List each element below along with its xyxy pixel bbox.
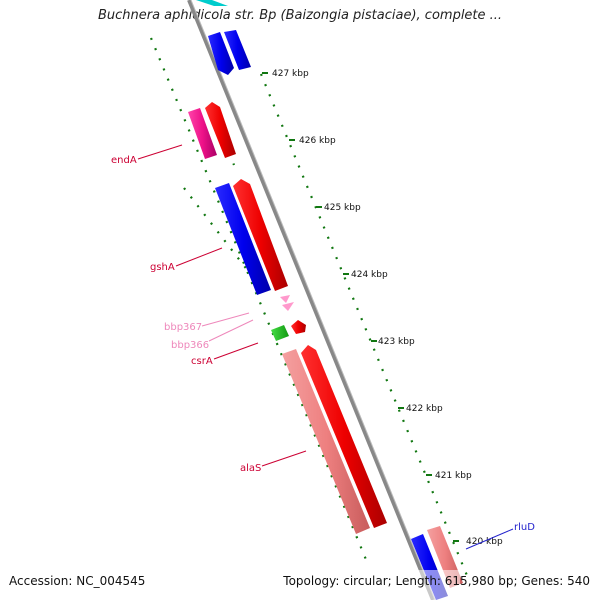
gene-red-alaS-pair bbox=[301, 345, 387, 528]
selection-overlay bbox=[400, 570, 460, 600]
gene-labels: endA gshA bbp367 bbp366 csrA alaS rluD bbox=[111, 144, 535, 550]
gene-top-blue-1 bbox=[208, 32, 234, 75]
gene-red-small bbox=[291, 320, 306, 334]
label-bbp367: bbp367 bbox=[164, 322, 202, 333]
tick-label-421: 421 kbp bbox=[435, 471, 472, 481]
label-gshA: gshA bbox=[150, 262, 175, 273]
gene-endA bbox=[188, 108, 217, 159]
backbone-highlight bbox=[190, 0, 436, 600]
tick-label-425: 425 kbp bbox=[324, 203, 361, 213]
tick-label-420: 420 kbp bbox=[466, 537, 503, 547]
gene-gshA bbox=[215, 183, 271, 295]
label-csrA: csrA bbox=[191, 356, 213, 367]
coordinate-ticks: 427 kbp 426 kbp 425 kbp 424 kbp 423 kbp … bbox=[262, 69, 503, 547]
tick-label-427: 427 kbp bbox=[272, 69, 309, 79]
label-rluD: rluD bbox=[514, 522, 535, 533]
gene-top-blue-2 bbox=[224, 30, 251, 70]
gene-red-endA-pair bbox=[205, 102, 236, 158]
gene-red-gshA-pair bbox=[233, 179, 288, 291]
gene-bbp367 bbox=[280, 295, 290, 303]
gene-alaS bbox=[282, 349, 370, 534]
backbone-line bbox=[187, 0, 435, 600]
topology-summary: Topology: circular; Length: 615,980 bp; … bbox=[283, 574, 590, 588]
gene-bbp366 bbox=[282, 302, 294, 311]
tick-label-424: 424 kbp bbox=[351, 270, 388, 280]
gene-csrA bbox=[271, 325, 289, 341]
label-endA: endA bbox=[111, 155, 137, 166]
tick-label-426: 426 kbp bbox=[299, 136, 336, 146]
gene-cyan-partial bbox=[196, 0, 228, 6]
label-bbp366: bbp366 bbox=[171, 340, 209, 351]
label-alaS: alaS bbox=[240, 463, 261, 474]
accession-text: Accession: NC_004545 bbox=[9, 574, 146, 588]
tick-label-422: 422 kbp bbox=[406, 404, 443, 414]
tick-label-423: 423 kbp bbox=[378, 337, 415, 347]
